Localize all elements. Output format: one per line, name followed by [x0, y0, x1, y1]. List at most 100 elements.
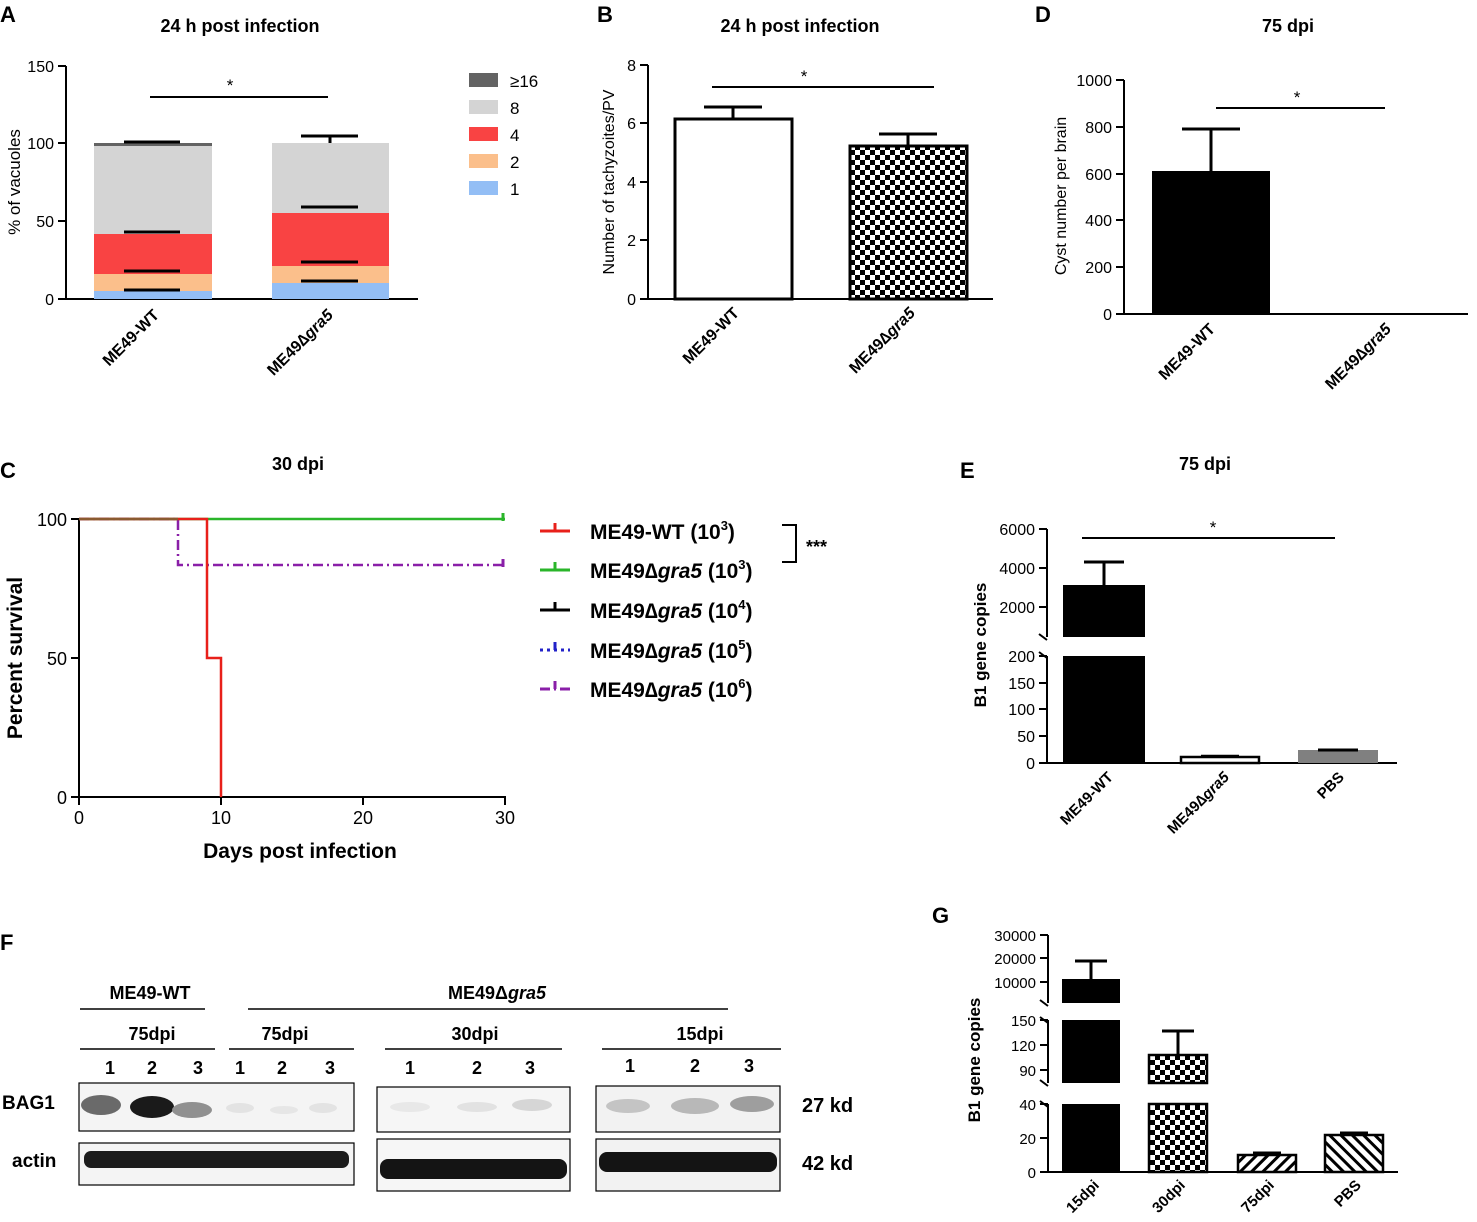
bar-wt [1152, 171, 1270, 314]
y-tick-label: 4 [627, 175, 636, 192]
y-tick-label: 6 [627, 116, 636, 133]
bar-15dpi-middle [1062, 1020, 1120, 1083]
y-ticks: 1000 800 600 400 200 0 [1076, 73, 1124, 324]
y-tick-label: 0 [627, 292, 636, 309]
y-tick-label: 100 [27, 136, 54, 153]
y-tick-label: 1000 [1076, 73, 1112, 90]
time-label: 15dpi [676, 1024, 723, 1044]
lane-number: 2 [277, 1058, 287, 1078]
legend-label: ≥16 [510, 72, 538, 91]
x-ticks: 0 10 20 30 [74, 797, 515, 828]
stacked-bar-wt [94, 140, 212, 299]
stacked-bar-ko [272, 134, 389, 299]
y-tick-label: 120 [1011, 1038, 1036, 1055]
panel-letter: A [0, 2, 16, 27]
x-tick-label: ME49-WT [680, 305, 743, 368]
segment-8 [272, 143, 389, 213]
band [172, 1102, 212, 1118]
legend-label: 2 [510, 153, 519, 172]
bar-15dpi-upper [1062, 979, 1120, 1003]
y-tick-label: 600 [1085, 167, 1112, 184]
y-tick-label: 2000 [999, 600, 1035, 617]
significance-bracket [782, 524, 797, 563]
band [730, 1096, 774, 1112]
x-tick-label: ME49-WT [1057, 769, 1117, 829]
x-tick-label: PBS [1314, 769, 1348, 803]
segment-8 [94, 146, 212, 234]
bar-75dpi [1236, 1153, 1298, 1174]
lane-number: 3 [193, 1058, 203, 1078]
band [390, 1102, 430, 1112]
bar-pbs [1298, 750, 1378, 763]
axis-break [1038, 633, 1048, 659]
lane-number: 3 [744, 1056, 754, 1076]
band [84, 1151, 349, 1168]
x-tick-label: 30 [495, 808, 515, 828]
blot-actin [78, 1138, 781, 1192]
band [309, 1103, 337, 1113]
y-tick-label: 40 [1019, 1097, 1036, 1114]
axis-break [1039, 999, 1049, 1108]
x-tick-label: 0 [74, 808, 84, 828]
significance-star: *** [806, 537, 827, 557]
y-tick-label: 0 [1028, 1165, 1036, 1182]
bar-15dpi-lower [1062, 1104, 1120, 1172]
chart-title: 24 h post infection [160, 16, 319, 36]
y-axis-label: B1 gene copies [971, 583, 990, 708]
y-ticks: 8 6 4 2 0 [627, 58, 648, 309]
blot-membrane [78, 1082, 355, 1132]
panel-b: B 24 h post infection Number of tachyzoi… [597, 2, 993, 377]
y-tick-label: 20000 [994, 951, 1036, 968]
group-label-wt: ME49-WT [110, 983, 191, 1003]
size-marker: 27 kd [802, 1095, 853, 1117]
group-label-ko: ME49Δgra5 [448, 983, 547, 1003]
band [130, 1096, 174, 1118]
significance-star: * [1210, 518, 1217, 537]
y-tick-label: 0 [1103, 307, 1112, 324]
lane-number: 2 [690, 1056, 700, 1076]
y-tick-label: 50 [47, 649, 67, 669]
x-tick-label: ME49∆gra5 [846, 304, 919, 377]
x-axis-label: Days post infection [203, 840, 397, 863]
y-tick-label: 50 [1017, 729, 1035, 746]
y-axis-label: B1 gene copies [965, 998, 984, 1123]
y-ticks: 150 100 50 0 [27, 59, 66, 309]
error-bar [1075, 959, 1107, 979]
segment-2 [272, 266, 389, 283]
bar-wt-upper [1063, 585, 1145, 637]
legend-swatch [469, 127, 498, 141]
x-tick-label: 75dpi [1238, 1177, 1278, 1217]
bar-wt [673, 117, 794, 301]
y-tick-label: 150 [1011, 1013, 1036, 1030]
segment-4 [94, 234, 212, 274]
lane-number: 1 [105, 1058, 115, 1078]
error-bar [879, 132, 937, 146]
x-tick-label: ME49∆gra5 [264, 306, 337, 379]
time-label: 75dpi [261, 1024, 308, 1044]
y-tick-label: 150 [1008, 676, 1035, 693]
y-tick-label: 2 [627, 233, 636, 250]
x-tick-label: PBS [1331, 1177, 1365, 1211]
y-tick-label: 6000 [999, 522, 1035, 539]
lane-number: 1 [405, 1058, 415, 1078]
error-bars [124, 140, 180, 292]
segment-4 [272, 213, 389, 266]
y-tick-label: 0 [45, 292, 54, 309]
chart-title: 30 dpi [272, 454, 324, 474]
blot-bag1 [78, 1082, 781, 1133]
legend-swatch [469, 181, 498, 195]
error-bars [301, 134, 358, 283]
y-tick-label: 100 [37, 510, 67, 530]
y-tick-label: 20 [1019, 1131, 1036, 1148]
panel-letter: C [0, 458, 16, 483]
band [599, 1152, 777, 1172]
y-axis-label: Number of tachyzoites/PV [601, 89, 618, 274]
chart-title: 24 h post infection [720, 16, 879, 36]
y-tick-label: 90 [1019, 1063, 1036, 1080]
panel-letter: F [0, 930, 13, 955]
time-label: 75dpi [128, 1024, 175, 1044]
y-tick-label: 200 [1008, 649, 1035, 666]
legend: ME49-WT (103) ME49∆gra5 (103) ME49∆gra5 … [540, 518, 753, 702]
lane-numbers: 1 2 3 1 2 3 1 2 3 1 2 3 [105, 1056, 754, 1078]
